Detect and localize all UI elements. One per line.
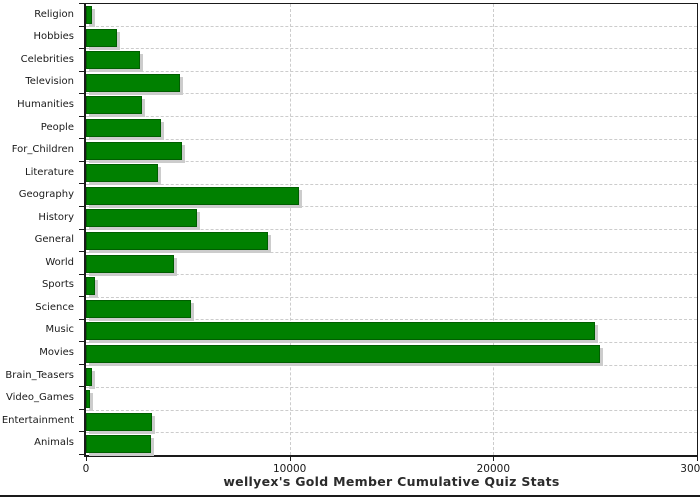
y-axis-label: Entertainment xyxy=(1,414,74,426)
y-axis-tick xyxy=(79,318,84,320)
y-axis-label: Literature xyxy=(25,166,74,178)
y-axis-label: Hobbies xyxy=(33,31,74,43)
y-axis-tick xyxy=(79,48,84,50)
bar-row xyxy=(86,162,697,185)
y-axis-label: Television xyxy=(25,76,74,88)
chart-title: wellyex's Gold Member Cumulative Quiz St… xyxy=(223,474,560,489)
bar-sports xyxy=(86,277,96,296)
y-axis-ticks xyxy=(0,3,84,456)
bar-for_children xyxy=(86,141,182,160)
bar-geography xyxy=(86,186,299,205)
bar-entertainment xyxy=(86,412,153,431)
bar-world xyxy=(86,254,174,273)
bar-literature xyxy=(86,164,159,183)
y-axis-tick xyxy=(79,93,84,95)
y-axis-tick xyxy=(79,408,84,410)
bar-row xyxy=(86,320,697,343)
bar-row xyxy=(86,27,697,50)
y-axis-tick xyxy=(79,183,84,185)
y-axis-tick xyxy=(79,70,84,72)
y-axis-label: Video_Games xyxy=(6,392,74,404)
y-axis-tick xyxy=(79,205,84,207)
bar-animals xyxy=(86,435,152,454)
x-axis-tick-label: 0 xyxy=(82,463,90,475)
y-axis-tick xyxy=(79,386,84,388)
y-axis-label: General xyxy=(34,234,74,246)
y-axis-tick xyxy=(79,3,84,4)
y-axis-tick xyxy=(79,363,84,365)
y-axis-tick xyxy=(79,273,84,275)
y-axis-label: Animals xyxy=(34,437,74,449)
y-axis-label: Religion xyxy=(34,8,74,20)
bar-video_games xyxy=(86,390,91,409)
y-axis-tick xyxy=(79,138,84,140)
bar-television xyxy=(86,73,180,92)
y-axis-tick xyxy=(79,296,84,298)
bar-general xyxy=(86,231,269,250)
bar-science xyxy=(86,299,191,318)
x-axis-tick xyxy=(289,456,291,461)
bar-row xyxy=(86,433,697,455)
bar-humanities xyxy=(86,96,142,115)
y-axis-label: Celebrities xyxy=(20,53,74,65)
y-axis-label: Sports xyxy=(41,279,74,291)
y-axis-label: People xyxy=(40,121,74,133)
bar-row xyxy=(86,185,697,208)
y-axis-tick xyxy=(79,228,84,230)
y-axis-label: Movies xyxy=(39,347,74,359)
plot-rows xyxy=(86,4,697,455)
bar-row xyxy=(86,388,697,411)
chart-plot-area xyxy=(84,3,698,457)
bar-row xyxy=(86,117,697,140)
y-axis-label: Science xyxy=(35,301,74,313)
y-axis-labels: Religion Hobbies Celebrities Television Huma… xyxy=(0,3,78,454)
bar-row xyxy=(86,49,697,72)
bar-hobbies xyxy=(86,28,117,47)
y-axis-tick xyxy=(79,454,84,455)
bar-people xyxy=(86,118,162,137)
bar-celebrities xyxy=(86,51,140,70)
y-axis-label: Music xyxy=(45,324,74,336)
y-axis-label: History xyxy=(38,211,74,223)
x-axis-tick xyxy=(697,456,698,461)
bar-row xyxy=(86,275,697,298)
y-axis-tick xyxy=(79,160,84,162)
y-axis-tick xyxy=(79,25,84,27)
bottom-border-line xyxy=(0,495,700,497)
x-axis-tick-label: 10000 xyxy=(272,463,307,475)
x-axis-tick xyxy=(493,456,495,461)
bar-row xyxy=(86,4,697,27)
bar-row xyxy=(86,72,697,95)
bar-religion xyxy=(86,6,93,24)
x-axis-tick xyxy=(86,456,87,461)
bar-row xyxy=(86,207,697,230)
x-axis-tick-label: 20000 xyxy=(476,463,511,475)
bar-movies xyxy=(86,344,601,363)
bar-row xyxy=(86,230,697,253)
bar-brain_teasers xyxy=(86,367,93,386)
y-axis-label: World xyxy=(45,256,74,268)
bar-row xyxy=(86,366,697,389)
y-axis-tick xyxy=(79,431,84,433)
bar-row xyxy=(86,343,697,366)
x-axis-tick-label: 30000 xyxy=(680,463,700,475)
y-axis-label: Geography xyxy=(18,189,74,201)
bar-row xyxy=(86,298,697,321)
x-axis: 0 10000 20000 30000 xyxy=(82,456,700,496)
bar-row xyxy=(86,411,697,434)
bar-row xyxy=(86,140,697,163)
bar-row xyxy=(86,94,697,117)
y-axis-label: For_Children xyxy=(11,144,74,156)
y-axis-tick xyxy=(79,251,84,253)
y-axis-tick xyxy=(79,115,84,117)
y-axis-label: Humanities xyxy=(17,98,74,110)
bar-music xyxy=(86,322,596,341)
y-axis-tick xyxy=(79,341,84,343)
bar-history xyxy=(86,209,197,228)
bar-row xyxy=(86,253,697,276)
y-axis-label: Brain_Teasers xyxy=(5,369,74,381)
